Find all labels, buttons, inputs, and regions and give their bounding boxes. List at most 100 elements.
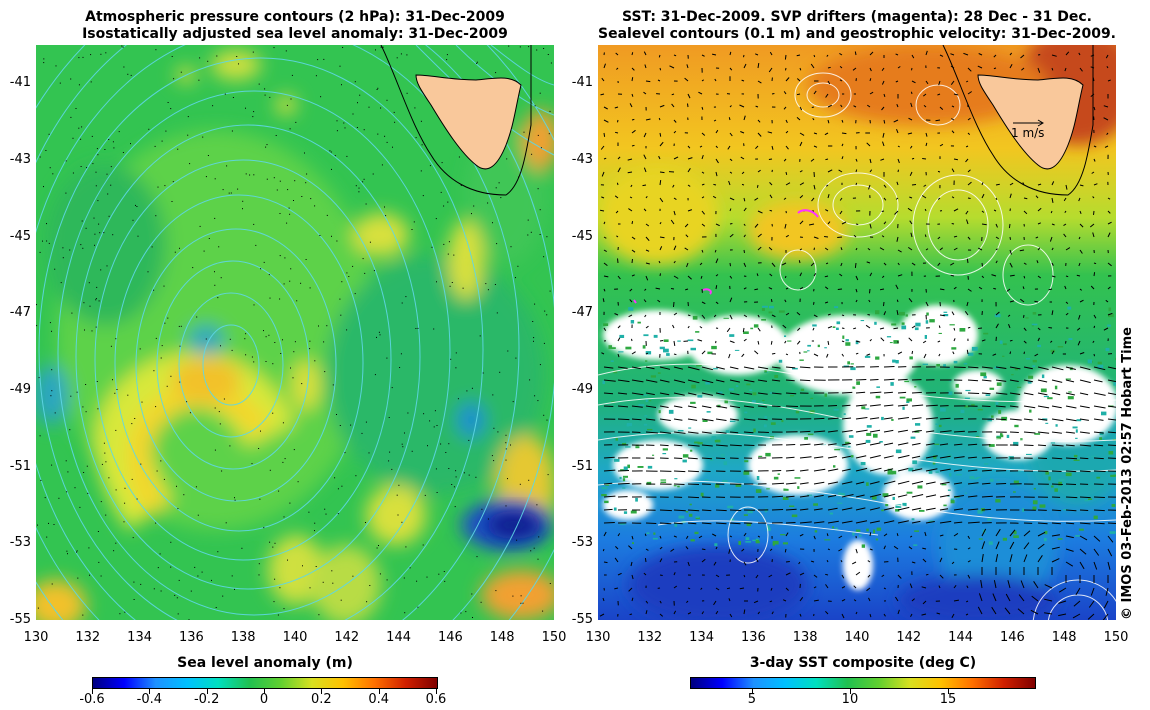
left-colorbar-tick: 0.6 [425,692,447,707]
stipple-dot [279,213,281,214]
sst-map[interactable]: 1 m/s [598,45,1116,620]
velocity-arrow [909,583,913,589]
stipple-dot [446,54,448,56]
velocity-arrow [715,418,727,421]
velocity-arrow [923,353,927,359]
velocity-arrow [925,430,935,433]
velocity-arrow [897,506,910,511]
sst-patch [653,532,656,535]
sst-patch [891,323,897,326]
stipple-dot [234,588,235,590]
stipple-dot [170,108,172,110]
velocity-arrow [655,287,661,290]
velocity-arrow [799,286,804,290]
sst-patch [769,305,774,309]
sst-patch [834,448,840,451]
sst-patch [746,523,751,527]
stipple-dot [180,325,182,327]
velocity-arrow [967,392,980,394]
sst-patch [729,420,736,423]
stipple-dot [76,551,77,553]
sst-patch [1115,357,1116,361]
velocity-arrow [1079,496,1091,499]
velocity-arrow [810,262,815,267]
stipple-dot [203,250,205,252]
stipple-dot [176,597,178,599]
velocity-arrow [659,379,670,383]
stipple-dot [58,497,60,499]
sst-patch [1075,535,1080,537]
velocity-arrow [673,483,685,485]
velocity-arrow [855,494,865,498]
velocity-arrow [699,262,703,266]
sst-patch [635,497,638,502]
sst-patch [943,504,947,507]
stipple-dot [176,485,177,487]
velocity-arrow [631,52,634,56]
left-colorbar-tick: 0.2 [310,692,332,707]
sst-patch [901,322,905,325]
velocity-arrow [743,314,748,318]
velocity-arrow [827,443,837,446]
stipple-dot [133,581,135,583]
velocity-arrow [785,522,796,524]
sst-patch [696,365,702,367]
sst-patch [1034,433,1041,435]
velocity-arrow [1107,392,1116,396]
stipple-dot [40,479,42,481]
stipple-dot [533,547,535,549]
velocity-arrow [981,469,992,472]
sst-patch [969,476,975,480]
right-lon-tick: 132 [637,630,663,645]
velocity-arrow [673,418,683,421]
velocity-arrow [1093,106,1096,111]
velocity-arrow [896,129,899,134]
velocity-arrow [911,184,917,186]
sst-patch [1042,418,1048,421]
velocity-arrow [911,391,922,394]
stipple-dot [294,180,296,182]
sst-patch [841,493,845,497]
stipple-dot [135,204,136,206]
sst-patch [1017,484,1020,486]
sst-patch [1025,317,1029,319]
velocity-arrow [1020,580,1025,589]
sst-patch [861,544,865,548]
stipple-dot [537,134,539,136]
velocity-arrow [841,132,847,135]
sst-patch [702,420,708,422]
velocity-arrow [1037,222,1041,225]
stipple-dot [389,451,391,453]
sst-patch [953,360,958,364]
stipple-dot [354,81,356,83]
sea-level-anomaly-map[interactable] [36,45,554,620]
sst-patch [948,379,951,382]
stipple-dot [309,587,311,589]
stipple-dot [537,558,539,560]
sst-patch [1032,500,1038,505]
stipple-dot [287,559,288,561]
velocity-arrow [643,299,647,303]
sst-patch [949,324,955,326]
sst-patch [611,347,616,349]
velocity-arrow [967,288,972,292]
velocity-arrow [841,468,851,472]
stipple-dot [348,276,350,277]
stipple-dot [495,72,497,74]
stipple-dot [269,469,271,471]
stipple-dot [54,412,56,414]
velocity-arrow [841,455,851,459]
sst-patch [637,466,644,468]
velocity-arrow [1093,314,1097,319]
stipple-dot [533,337,535,339]
stipple-dot [476,61,478,63]
velocity-arrow [1107,262,1112,267]
velocity-arrow [614,195,619,199]
sst-patch [806,494,813,496]
velocity-arrow [1051,223,1055,226]
velocity-arrow [799,132,805,136]
stipple-dot [423,413,425,415]
velocity-arrow [869,78,872,82]
velocity-arrow [673,535,677,538]
velocity-arrow [1051,546,1060,550]
